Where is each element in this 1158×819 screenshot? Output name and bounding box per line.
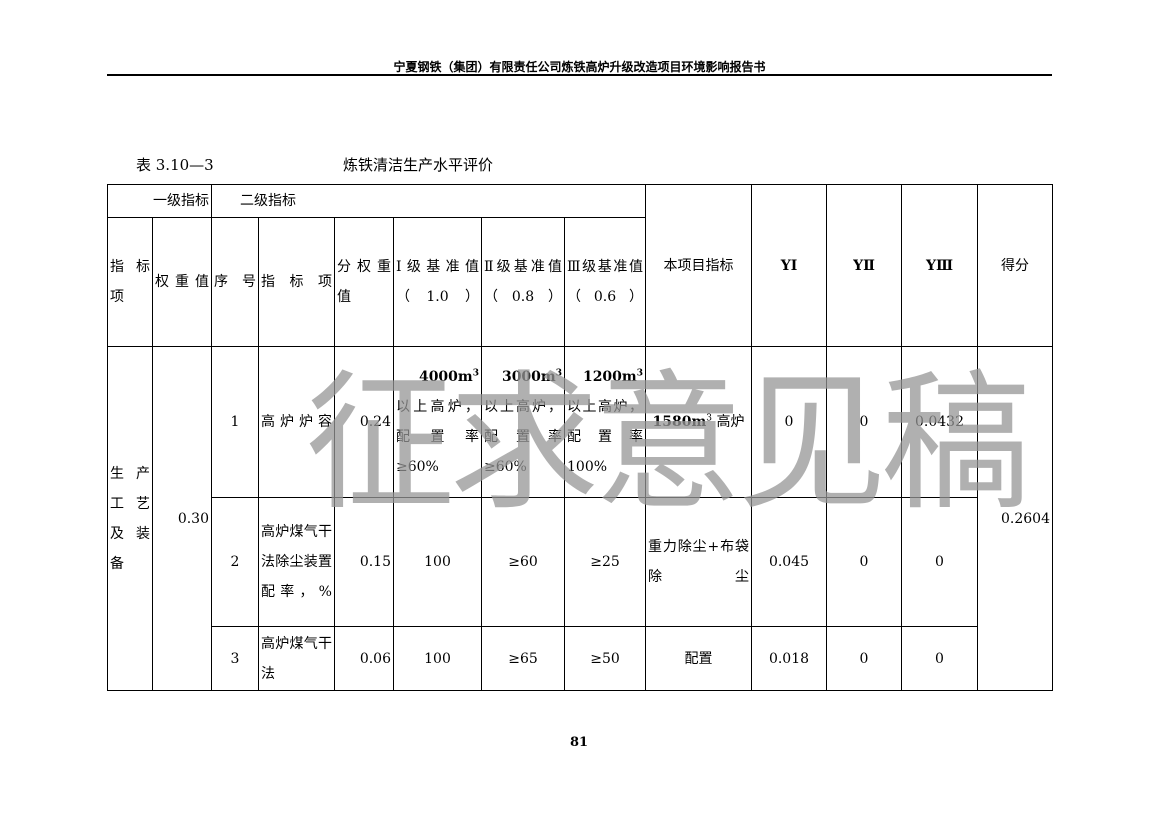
std1-capacity: 4000m <box>418 369 473 385</box>
row-weight: 0.06 <box>334 626 394 691</box>
header-y3: YⅢ <box>901 184 978 347</box>
table-row: 3 高炉煤气干法 0.06 100 ≥65 ≥50 配置 0.018 0 0 <box>108 626 1053 691</box>
header-rule <box>107 74 1052 76</box>
row-indicator: 高炉煤气干法除尘装置配率，% <box>258 497 335 627</box>
row-y3: 0.0432 <box>901 346 978 498</box>
row-y2: 0 <box>826 626 902 691</box>
std2-text: 以上高炉，配置率≥60% <box>484 399 562 475</box>
row-y2: 0 <box>826 497 902 627</box>
row-indicator: 高炉煤气干法 <box>258 626 335 691</box>
table-title: 炼铁清洁生产水平评价 <box>343 156 494 174</box>
row-seq: 1 <box>211 346 259 498</box>
project-capacity: 1580m <box>652 414 707 430</box>
header-indicator: 指标项 <box>107 217 153 347</box>
header-project: 本项目指标 <box>645 184 752 347</box>
row-y3: 0 <box>901 497 978 627</box>
std1-text: 以上高炉，配置率≥60% <box>396 399 479 475</box>
header-seq: 序号 <box>211 217 259 347</box>
table-row: 2 高炉煤气干法除尘装置配率，% 0.15 100 ≥60 ≥25 重力除尘+布… <box>108 497 1053 627</box>
row-std2: 3000m3 以上高炉，配置率≥60% <box>481 346 565 498</box>
header-y2: YⅡ <box>826 184 902 347</box>
row-y1: 0.045 <box>751 497 827 627</box>
group-score: 0.2604 <box>977 346 1053 691</box>
page-number: 81 <box>569 735 589 750</box>
group-weight: 0.30 <box>152 346 212 691</box>
row-std2: ≥65 <box>481 626 565 691</box>
header-sub-weight: 分权重值 <box>334 217 394 347</box>
header-std2: Ⅱ级基准值（0.8） <box>481 217 565 347</box>
std2-capacity: 3000m <box>501 369 556 385</box>
group-indicator: 生产工艺及装备 <box>107 346 153 691</box>
running-header: 宁夏钢铁（集团）有限责任公司炼铁高炉升级改造项目环境影响报告书 <box>393 60 766 74</box>
project-text: 高炉 <box>716 414 745 430</box>
header-y1: YⅠ <box>751 184 827 347</box>
row-seq: 2 <box>211 497 259 627</box>
row-std1: 100 <box>393 626 482 691</box>
row-std1: 4000m3 以上高炉，配置率≥60% <box>393 346 482 498</box>
row-std3: ≥25 <box>564 497 646 627</box>
row-std3: 1200m3 以上高炉，配置率100% <box>564 346 646 498</box>
row-project: 配置 <box>645 626 752 691</box>
evaluation-table: 一级指标 二级指标 本项目指标 YⅠ YⅡ YⅢ 得分 指标项 权重值 序号 指… <box>107 184 1053 691</box>
std3-text: 以上高炉，配置率100% <box>567 399 643 475</box>
header-std1: Ⅰ级基准值（1.0） <box>393 217 482 347</box>
header-level2: 二级指标 <box>211 184 646 218</box>
table-number: 表 3.10—3 <box>136 156 214 174</box>
row-y1: 0.018 <box>751 626 827 691</box>
row-indicator: 高炉炉容 <box>258 346 335 498</box>
row-weight: 0.15 <box>334 497 394 627</box>
row-weight: 0.24 <box>334 346 394 498</box>
std3-capacity: 1200m <box>582 369 637 385</box>
header-std3: Ⅲ级基准值（0.6） <box>564 217 646 347</box>
row-y1: 0 <box>751 346 827 498</box>
header-score: 得分 <box>977 184 1053 347</box>
header-weight: 权重值 <box>152 217 212 347</box>
row-seq: 3 <box>211 626 259 691</box>
header-level1: 一级指标 <box>107 184 212 218</box>
row-std2: ≥60 <box>481 497 565 627</box>
row-project: 重力除尘+布袋除尘 <box>645 497 752 627</box>
row-project: 1580m3 高炉 <box>645 346 752 498</box>
row-std1: 100 <box>393 497 482 627</box>
row-y2: 0 <box>826 346 902 498</box>
row-std3: ≥50 <box>564 626 646 691</box>
table-row: 生产工艺及装备 0.30 1 高炉炉容 0.24 4000m3 以上高炉，配置率≥… <box>107 346 1053 691</box>
header-sub-indicator: 指标项 <box>258 217 335 347</box>
row-y3: 0 <box>901 626 978 691</box>
